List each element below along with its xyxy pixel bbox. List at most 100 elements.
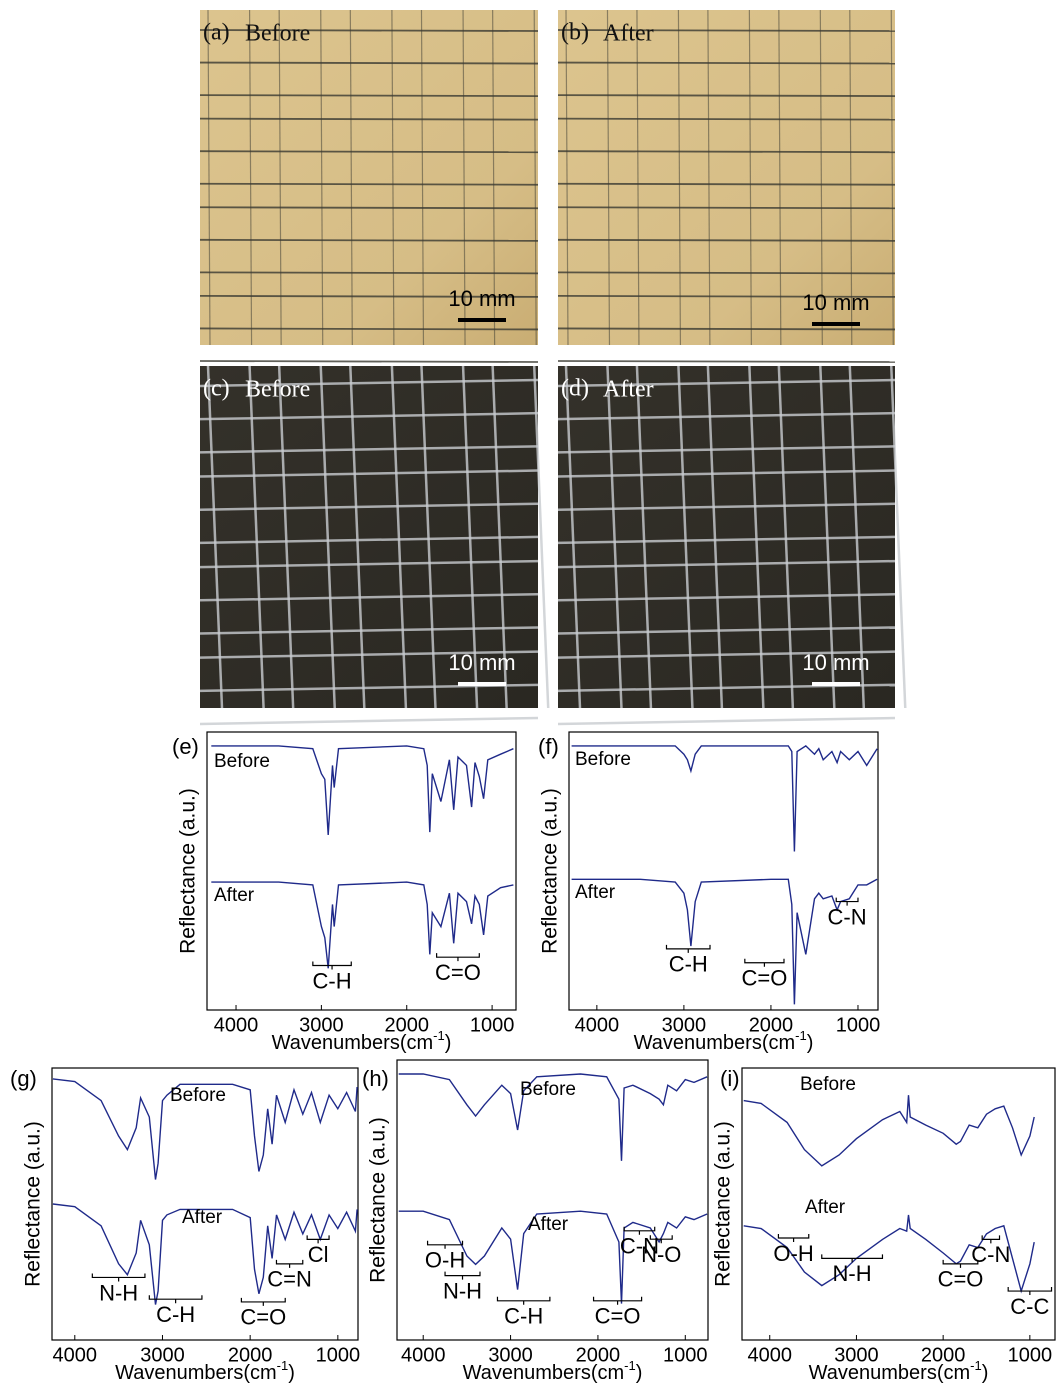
grid-line — [557, 650, 896, 659]
grid-line — [557, 411, 896, 421]
scale-bar-label: 10 mm — [448, 650, 515, 675]
grid-line — [199, 716, 539, 726]
x-axis-label: Wavenumbers(cm-1) — [809, 1358, 989, 1384]
grid-line — [391, 9, 395, 346]
grid-line — [819, 365, 836, 709]
y-axis-label: Reflectance (a.u.) — [539, 788, 562, 954]
annotation-label: C=O — [435, 960, 481, 985]
grid-line — [532, 365, 550, 709]
grid-line — [199, 29, 539, 32]
annotation-bracket — [312, 961, 352, 970]
grid-line — [819, 9, 823, 346]
grid-line — [199, 650, 539, 659]
annotation-label: C=N — [267, 1267, 312, 1292]
photo: (c) Before 10 mm — [199, 365, 550, 726]
grid-line — [849, 9, 853, 346]
grid-line — [557, 117, 896, 121]
grid-line — [199, 94, 539, 97]
plot-frame — [206, 731, 517, 1011]
grid-line — [748, 9, 752, 346]
grid-line — [199, 593, 539, 602]
annotation-bracket — [623, 1226, 656, 1235]
annotation-bracket — [592, 1296, 643, 1305]
series-label: After — [182, 1207, 223, 1228]
annotation-label: C-N — [828, 904, 867, 929]
panel-label: (d) — [561, 376, 589, 402]
annotation-bracket — [835, 897, 859, 906]
grid-line — [533, 9, 537, 346]
series-label: After — [214, 885, 255, 906]
x-axis-label-end: ) — [445, 1032, 452, 1054]
y-axis-label: Reflectance (a.u.) — [367, 1117, 390, 1283]
x-tick-label: 4000 — [575, 1014, 620, 1036]
annotation-label: N-H — [443, 1278, 482, 1303]
x-axis-label: Wavenumbers(cm-1) — [634, 1028, 814, 1054]
series-label: Before — [214, 751, 270, 772]
x-axis-label-text: Wavenumbers(cm — [634, 1032, 796, 1054]
grid-line — [320, 9, 324, 346]
grid-line — [278, 9, 282, 346]
x-axis-label: Wavenumbers(cm-1) — [115, 1358, 295, 1384]
grid-line — [199, 295, 539, 298]
x-axis-label-sup: -1 — [970, 1358, 982, 1373]
grid-line — [199, 378, 539, 388]
grid-line — [636, 9, 640, 346]
x-axis-label-text: Wavenumbers(cm — [115, 1362, 277, 1384]
grid-line — [748, 365, 765, 709]
y-axis-label: Reflectance (a.u.) — [177, 788, 200, 954]
annotation-label: O-H — [425, 1248, 465, 1273]
annotation-bracket — [981, 1235, 1001, 1244]
grid-line — [557, 716, 896, 726]
x-axis-label-sup: -1 — [277, 1358, 289, 1373]
grid-line — [461, 365, 479, 709]
annotation-label: C=O — [741, 966, 787, 991]
series-label: After — [805, 1197, 846, 1218]
series-label: Before — [170, 1085, 226, 1106]
spectrum-line — [211, 745, 514, 835]
x-tick-label: 3000 — [299, 1014, 344, 1036]
spectrum-panel: 4000 3000 2000 1000 Before After N-H C-H C=O C=NC… — [10, 1066, 360, 1384]
y-axis-label: Reflectance (a.u.) — [22, 1121, 45, 1287]
x-tick-label: 3000 — [140, 1344, 185, 1366]
grid-line — [199, 238, 539, 242]
annotation-bracket — [649, 1235, 673, 1244]
photo: (a) Before 10 mm — [199, 9, 539, 363]
x-tick-label: 3000 — [834, 1344, 879, 1366]
grid-line — [557, 182, 896, 186]
annotation-label: C=O — [938, 1267, 984, 1292]
panel-label: (e) — [172, 734, 199, 759]
grid-line — [778, 9, 782, 346]
x-tick-label: 1000 — [470, 1014, 515, 1036]
scale-bar-label: 10 mm — [802, 290, 869, 315]
annotation-bracket — [777, 1234, 810, 1242]
grid-line — [349, 365, 366, 709]
grid-line — [199, 61, 539, 65]
annotation-bracket — [821, 1254, 884, 1263]
x-tick-label: 4000 — [747, 1344, 792, 1366]
annotation-bracket — [426, 1240, 464, 1249]
annotation-bracket — [91, 1273, 146, 1282]
x-tick-label: 1000 — [836, 1014, 881, 1036]
spectrum-line — [571, 878, 878, 1005]
grid-line — [491, 365, 508, 709]
x-axis-label-text: Wavenumbers(cm — [463, 1362, 625, 1384]
x-tick-label: 2000 — [228, 1344, 273, 1366]
annotation-bracket — [148, 1295, 203, 1304]
grid-line — [199, 445, 539, 454]
grid-line — [564, 365, 582, 709]
annotation-label: C-H — [156, 1302, 195, 1327]
grid-line — [199, 360, 539, 363]
grid-line — [848, 365, 866, 709]
annotation-label: C=O — [595, 1304, 641, 1329]
x-tick-label: 2000 — [384, 1014, 429, 1036]
grid-line — [199, 271, 539, 275]
grid-line — [199, 411, 539, 421]
annotation-label: N-H — [99, 1280, 138, 1305]
grid-line — [606, 9, 611, 346]
grid-line — [557, 29, 896, 32]
x-axis-label-text: Wavenumbers(cm — [809, 1362, 971, 1384]
x-axis-label-end: ) — [288, 1362, 295, 1384]
grid-line — [199, 182, 539, 186]
